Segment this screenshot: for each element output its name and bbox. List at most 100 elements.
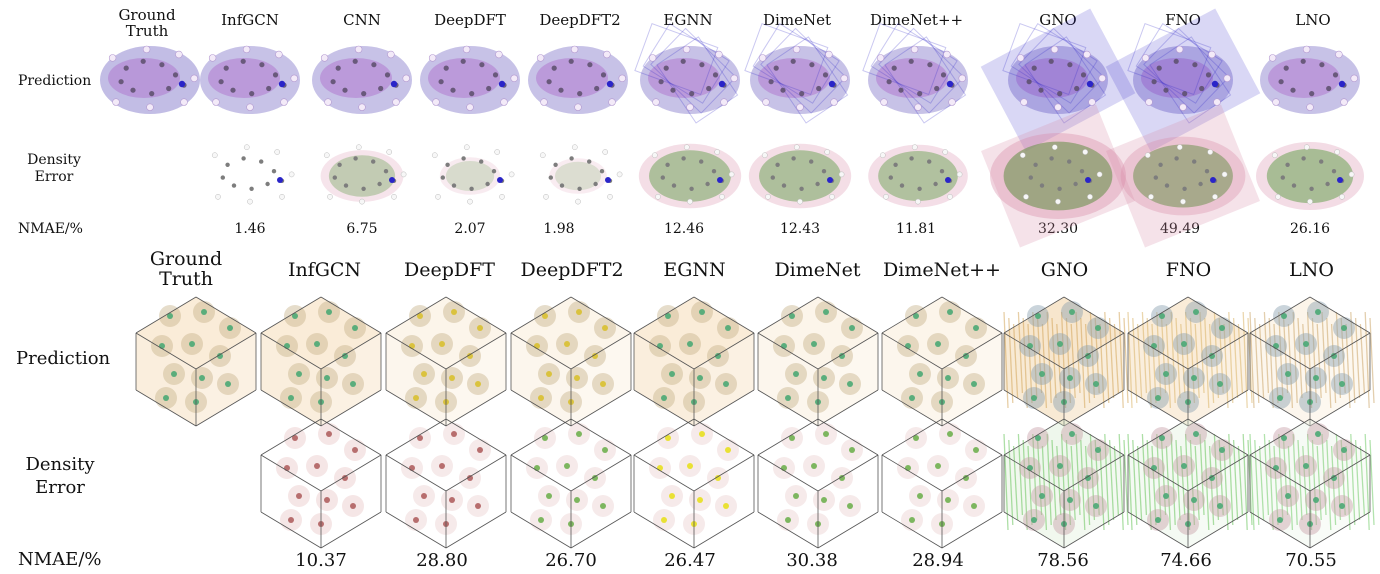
cube-edge [1249, 418, 1311, 456]
cube-edge [693, 389, 755, 427]
carbon-atom [1067, 159, 1072, 164]
atom-core [1303, 341, 1309, 347]
carbon-atom [927, 62, 933, 68]
cube-edge [881, 332, 943, 370]
cube-edge [633, 511, 695, 549]
artifact-streak [1228, 311, 1234, 404]
atom-core [715, 475, 721, 481]
cube-edge [817, 296, 879, 334]
atom-core [661, 395, 667, 401]
cube-edge [1003, 332, 1065, 370]
cube-face-right [571, 333, 631, 426]
artifact-streak [1084, 323, 1091, 404]
cube-edge [633, 454, 695, 492]
hydrogen-atom [1306, 103, 1314, 111]
top-nmae-cnn: 6.75 [346, 221, 378, 237]
cube-edge [1063, 454, 1125, 492]
bottom-nmae-deepdft2: 26.70 [545, 550, 597, 571]
cube-edge [941, 511, 1003, 549]
hydrogen-atom [324, 98, 332, 106]
carbon-atom [680, 58, 686, 64]
prediction-molecule [312, 45, 412, 114]
atom-core [1031, 395, 1037, 401]
carbon-atom [1332, 72, 1339, 78]
cube-edge [445, 511, 507, 549]
carbon-atom [1309, 91, 1315, 97]
carbon-atom [705, 181, 710, 187]
error-crystal [510, 418, 632, 549]
hydrogen-atom [400, 171, 407, 178]
artifact-streak [1223, 323, 1229, 409]
carbon-atom [1300, 58, 1306, 64]
nitrogen-atom [946, 80, 954, 88]
atom-core [324, 375, 330, 381]
cube-edge [693, 332, 755, 370]
hydrogen-atom [603, 50, 611, 59]
hydrogen-atom [910, 45, 919, 54]
carbon-atom [663, 65, 669, 71]
hydrogen-atom [793, 144, 800, 151]
carbon-atom [670, 87, 676, 93]
hydrogen-atom [1023, 193, 1029, 200]
artifact-plane [980, 8, 1136, 152]
cube-edge [633, 332, 695, 370]
atom-core [781, 343, 787, 349]
bottom-header-deepdft: DeepDFT [404, 259, 495, 281]
atom-core [971, 503, 977, 509]
bottom-nmae-dimenet: 30.38 [786, 550, 838, 571]
artifact-streak [1194, 323, 1200, 399]
carbon-atom [377, 181, 382, 187]
bottom-nmae-gno: 78.56 [1037, 550, 1089, 571]
bottom-nmae-lno: 70.55 [1285, 550, 1337, 571]
atom-core [811, 341, 817, 347]
density-core [320, 58, 392, 98]
carbon-atom [218, 79, 224, 85]
cube-edge [195, 332, 257, 370]
hydrogen-atom [1339, 193, 1345, 200]
top-row-label-prediction: Prediction [18, 73, 92, 89]
artifact-streak [1180, 445, 1186, 516]
bottom-nmae-infgcn: 10.37 [295, 550, 347, 571]
hydrogen-atom [386, 149, 393, 155]
error-halo [748, 143, 852, 209]
hydrogen-atom [536, 54, 545, 62]
atom-core [945, 497, 951, 503]
hydrogen-atom [320, 54, 329, 62]
carbon-atom [335, 65, 341, 71]
error-crystal [1249, 418, 1375, 549]
atom-core [1193, 431, 1199, 437]
artifact-streak [1232, 439, 1239, 521]
cube-edge [1003, 418, 1065, 456]
hydrogen-atom [797, 198, 803, 205]
atom-core [1191, 497, 1197, 503]
atom-core [917, 371, 923, 377]
artifact-streak [1302, 323, 1308, 394]
hydrogen-atom [1212, 193, 1218, 200]
carbon-atom [822, 72, 829, 78]
atom-core [699, 309, 705, 315]
artifact-streak [1268, 439, 1274, 531]
carbon-atom [909, 156, 914, 161]
artifact-streak [1208, 445, 1215, 526]
artifact-shape [878, 27, 965, 114]
artifact-streak [1350, 433, 1356, 526]
carbon-atom [712, 72, 719, 78]
atom-core [1031, 517, 1037, 523]
error-molecule [748, 143, 852, 209]
cube-edge [135, 332, 197, 370]
artifact-streak [1350, 311, 1356, 404]
prediction-crystal [510, 296, 632, 427]
atom-core [1277, 517, 1283, 523]
cube-edge [941, 389, 1003, 427]
artifact-streak [1208, 323, 1215, 404]
atom-core [538, 395, 544, 401]
carbon-atom [272, 72, 279, 78]
carbon-atom [166, 85, 172, 92]
cube-edge [1187, 296, 1249, 334]
atom-core [723, 503, 729, 509]
artifact-shape [1149, 36, 1232, 124]
error-crystal [260, 418, 382, 549]
hydrogen-atom [1271, 152, 1278, 159]
carbon-atom [332, 175, 337, 180]
bottom-nmae-egnn: 26.47 [664, 550, 716, 571]
